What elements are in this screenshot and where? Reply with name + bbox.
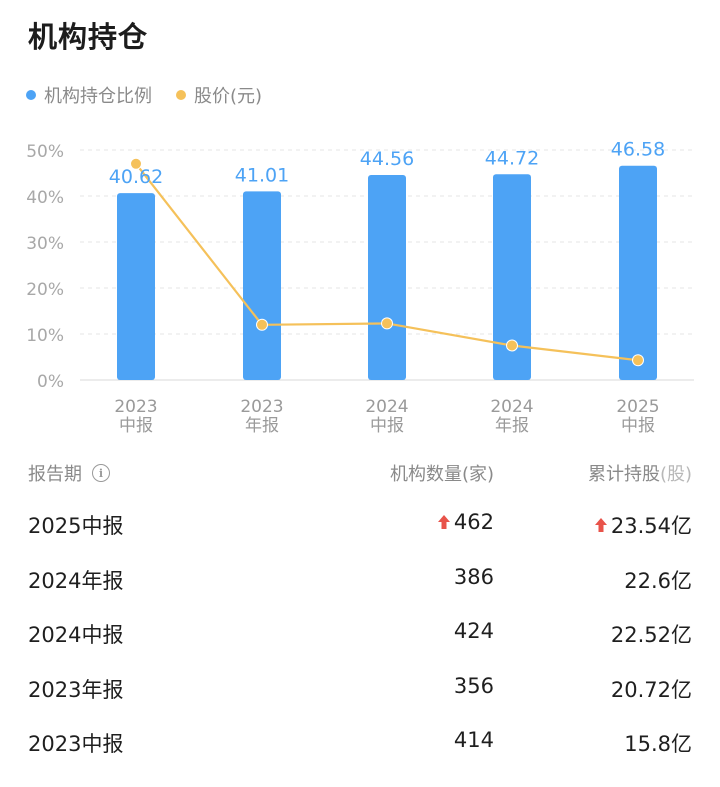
table-header: 报告期 i 机构数量(家) 累计持股(股) <box>0 456 720 490</box>
info-icon[interactable]: i <box>92 464 110 482</box>
y-tick-label: 30% <box>26 234 64 254</box>
cell-period: 2023年报 <box>28 677 124 702</box>
cell-cumulative-shares: 15.8亿 <box>624 728 692 758</box>
bar-value-label: 44.56 <box>360 148 414 170</box>
x-tick-label: 中报 <box>370 416 404 436</box>
page-title: 机构持仓 <box>28 20 149 54</box>
cell-institution-count: 462 <box>437 510 494 534</box>
table-row[interactable]: 2024中报 424 22.52亿 <box>0 606 720 661</box>
cell-period: 2025中报 <box>28 514 124 538</box>
th-shares-unit: (股) <box>659 464 692 485</box>
cell-period: 2024中报 <box>28 623 124 647</box>
y-tick-label: 10% <box>26 326 64 346</box>
x-tick-label: 年报 <box>495 416 529 436</box>
price-point <box>256 318 268 331</box>
holding-chart: 0%10%20%30%40%50%2023中报2023年报2024中报2024年… <box>26 139 694 436</box>
x-tick-label: 中报 <box>119 416 153 436</box>
cell-count-value: 356 <box>453 673 494 698</box>
chart-legend: 机构持仓比例 股价(元) <box>26 82 286 108</box>
x-tick-label: 中报 <box>621 416 655 436</box>
cell-shares-value: 23.54亿 <box>610 514 692 538</box>
x-tick-label: 2023 <box>240 397 283 417</box>
y-tick-label: 0% <box>37 372 64 392</box>
table-row[interactable]: 2025中报 462 23.54亿 <box>0 497 720 552</box>
up-arrow-icon <box>437 515 450 529</box>
legend-label-stock-price: 股价(元) <box>194 86 263 107</box>
cell-period: 2023中报 <box>28 732 124 756</box>
cell-shares-value: 20.72亿 <box>610 677 692 702</box>
cell-cumulative-shares: 22.6亿 <box>624 565 692 595</box>
bar-value-label: 44.72 <box>485 147 539 169</box>
y-tick-label: 20% <box>26 280 64 300</box>
table-row[interactable]: 2024年报 386 22.6亿 <box>0 552 720 607</box>
table-row[interactable]: 2023中报 414 15.8亿 <box>0 715 720 770</box>
cell-count-value: 386 <box>453 564 494 589</box>
price-point <box>632 354 644 367</box>
legend-label-holding-ratio: 机构持仓比例 <box>44 86 152 107</box>
cell-count-value: 414 <box>453 728 494 752</box>
th-shares-label: 累计持股 <box>587 464 660 485</box>
cell-shares-value: 15.8亿 <box>624 732 692 756</box>
bar-value-label: 46.58 <box>611 139 665 161</box>
cell-count-value: 424 <box>453 619 494 643</box>
cell-period: 2024年报 <box>28 568 124 593</box>
bar-value-label: 41.01 <box>235 164 289 186</box>
bar-value-label: 40.62 <box>109 166 163 188</box>
bar <box>243 191 281 380</box>
y-tick-label: 40% <box>26 188 64 208</box>
th-period-label: 报告期 <box>28 464 82 485</box>
bar <box>493 174 531 380</box>
table-row[interactable]: 2023年报 356 20.72亿 <box>0 661 720 716</box>
price-point <box>381 317 393 330</box>
price-point <box>130 157 142 170</box>
x-tick-label: 2023 <box>114 397 157 417</box>
legend-item-stock-price[interactable]: 股价(元) <box>176 82 262 108</box>
legend-dot-blue-icon <box>26 90 36 100</box>
cell-cumulative-shares: 23.54亿 <box>594 510 692 540</box>
cell-shares-value: 22.52亿 <box>610 623 692 647</box>
holding-table: 2025中报 462 23.54亿 2024年报 386 22.6亿 2024中报 424 22… <box>0 497 720 770</box>
x-tick-label: 2025 <box>616 397 659 417</box>
cell-cumulative-shares: 20.72亿 <box>611 674 692 704</box>
bar <box>117 193 155 380</box>
cell-institution-count: 424 <box>454 619 494 643</box>
y-tick-label: 50% <box>26 142 64 162</box>
x-tick-label: 2024 <box>365 397 408 417</box>
cell-institution-count: 386 <box>454 565 494 589</box>
cell-count-value: 462 <box>453 510 494 534</box>
up-arrow-icon <box>594 518 607 532</box>
cell-institution-count: 414 <box>454 728 494 752</box>
cell-shares-value: 22.6亿 <box>624 568 692 593</box>
cell-institution-count: 356 <box>454 674 494 698</box>
cell-cumulative-shares: 22.52亿 <box>611 619 692 649</box>
th-cumulative-shares: 累计持股(股) <box>588 460 692 486</box>
th-institution-count: 机构数量(家) <box>389 464 494 485</box>
th-period: 报告期 i <box>28 460 110 486</box>
bar <box>368 175 406 380</box>
legend-item-holding-ratio[interactable]: 机构持仓比例 <box>26 82 152 108</box>
x-tick-label: 年报 <box>245 416 279 436</box>
legend-dot-yellow-icon <box>176 90 186 100</box>
price-point <box>506 339 518 352</box>
bar <box>619 165 657 380</box>
x-tick-label: 2024 <box>490 397 533 417</box>
